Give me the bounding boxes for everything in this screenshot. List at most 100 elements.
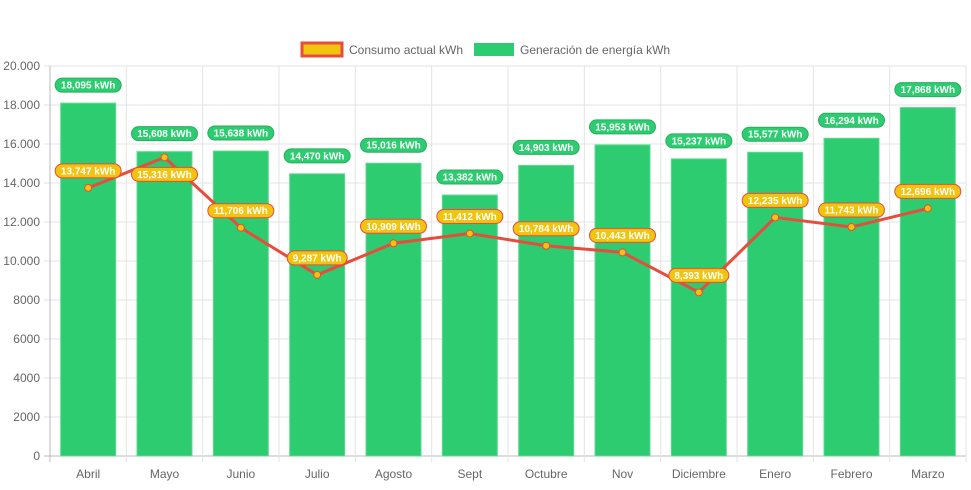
data-label-bg: [54, 77, 122, 93]
bar: [365, 162, 422, 457]
bar: [441, 194, 498, 457]
data-label-bg: [283, 148, 351, 164]
line-point: [465, 229, 474, 238]
data-label-bg: [668, 267, 730, 283]
data-label-bg: [207, 125, 275, 141]
data-label-bg: [131, 126, 198, 142]
line-point: [923, 204, 932, 213]
line-point: [313, 270, 322, 279]
y-tick-label: 12.000: [3, 215, 40, 229]
data-label-bg: [286, 250, 348, 266]
x-tick-label: Enero: [759, 467, 791, 481]
data-label: 10,784 kWh: [519, 224, 573, 235]
bar: [289, 173, 346, 457]
data-label: 16,294 kWh: [824, 116, 878, 127]
x-tick-label: Nov: [612, 467, 633, 481]
x-tick-label: Diciembre: [672, 467, 726, 481]
data-label: 10,443 kWh: [595, 231, 649, 242]
data-label-bg: [741, 192, 809, 208]
data-label: 10,909 kWh: [366, 222, 420, 233]
bar: [823, 137, 880, 457]
data-label-bg: [436, 208, 504, 224]
line-point: [618, 248, 627, 257]
bar: [899, 107, 956, 457]
line-point: [236, 223, 245, 232]
data-label: 12,235 kWh: [748, 196, 802, 207]
x-tick-label: Marzo: [911, 467, 945, 481]
data-label: 18,095 kWh: [61, 81, 115, 92]
x-tick-label: Mayo: [150, 467, 180, 481]
y-tick-label: 10.000: [3, 254, 40, 268]
bar: [136, 151, 193, 457]
data-label-bg: [512, 139, 580, 155]
data-label-bg: [894, 183, 962, 199]
legend-swatch-generacion: [474, 43, 514, 56]
data-label-bg: [436, 169, 504, 185]
data-label-bg: [54, 163, 122, 179]
data-label: 11,706 kWh: [214, 206, 268, 217]
data-label: 15,608 kWh: [137, 129, 191, 140]
x-tick-label: Sept: [457, 467, 482, 481]
line-point: [542, 241, 551, 250]
data-label-bg: [741, 126, 809, 142]
data-label: 15,237 kWh: [672, 136, 726, 147]
data-label: 15,577 kWh: [748, 130, 802, 141]
data-label: 15,316 kWh: [137, 170, 191, 181]
data-label: 8,393 kWh: [674, 271, 723, 282]
data-label: 15,638 kWh: [214, 129, 268, 140]
line-point: [771, 213, 780, 222]
data-label: 11,412 kWh: [443, 212, 497, 223]
data-label-bg: [894, 82, 962, 98]
y-tick-label: 2000: [13, 410, 40, 424]
data-label: 9,287 kWh: [293, 253, 342, 264]
line-point: [389, 239, 398, 248]
data-label-bg: [131, 166, 198, 182]
data-label: 15,953 kWh: [595, 122, 649, 133]
data-label: 13,382 kWh: [443, 173, 497, 184]
data-label: 14,470 kWh: [290, 151, 344, 162]
data-label: 15,016 kWh: [366, 141, 420, 152]
y-tick-label: 8000: [13, 293, 40, 307]
y-tick-label: 6000: [13, 332, 40, 346]
line-point: [847, 223, 856, 232]
data-label-bg: [360, 218, 427, 234]
data-label: 12,696 kWh: [901, 187, 955, 198]
data-label: 11,743 kWh: [825, 206, 879, 217]
line-point: [84, 183, 93, 192]
data-label-bg: [207, 203, 275, 219]
y-tick-label: 18.000: [3, 98, 40, 112]
bar: [212, 150, 269, 457]
y-tick-label: 0: [33, 449, 40, 463]
x-tick-label: Febrero: [830, 467, 872, 481]
y-tick-label: 16.000: [3, 137, 40, 151]
y-tick-label: 4000: [13, 371, 40, 385]
bar: [670, 158, 727, 457]
data-label: 14,903 kWh: [519, 143, 573, 154]
x-tick-label: Abril: [76, 467, 100, 481]
line-point: [694, 288, 703, 297]
bar: [60, 102, 117, 457]
x-tick-label: Julio: [305, 467, 330, 481]
data-label-bg: [818, 112, 885, 128]
x-tick-label: Agosto: [375, 467, 413, 481]
line-point: [160, 153, 169, 162]
data-label-bg: [512, 221, 580, 237]
legend-label-generacion: Generación de energía kWh: [520, 43, 670, 57]
data-label: 13,747 kWh: [61, 166, 115, 177]
legend-swatch-consumo: [300, 41, 344, 58]
data-label-bg: [818, 202, 885, 218]
data-label: 17,868 kWh: [901, 85, 955, 96]
bar: [518, 164, 575, 457]
x-tick-label: Octubre: [525, 467, 568, 481]
data-label-bg: [589, 119, 656, 135]
y-tick-label: 20.000: [3, 59, 40, 73]
x-tick-label: Junio: [226, 467, 255, 481]
y-tick-label: 14.000: [3, 176, 40, 190]
data-label-bg: [360, 137, 427, 153]
legend-label-consumo: Consumo actual kWh: [349, 43, 463, 57]
data-label-bg: [589, 227, 656, 243]
bar: [594, 144, 651, 457]
data-label-bg: [665, 133, 733, 149]
